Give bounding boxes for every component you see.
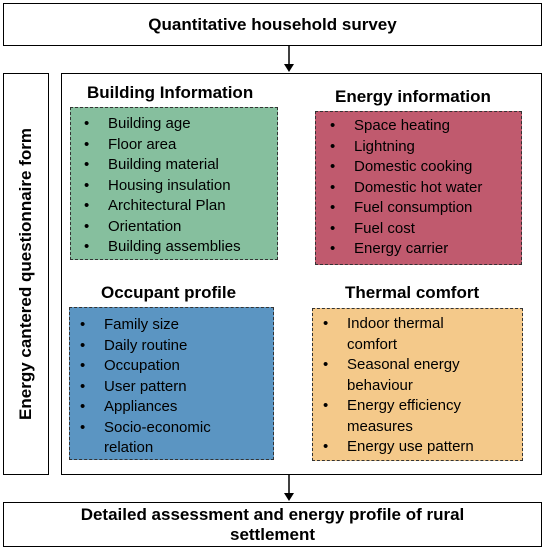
list-item: • Orientation [84, 217, 182, 235]
thermal-list: • Indoor thermal comfort • Seasonal energy… [323, 314, 474, 458]
list-item: • Appliances [80, 398, 178, 415]
list-item: • Daily routine [80, 336, 188, 354]
list-item: • Fuel cost [330, 219, 415, 237]
list-item: • Lightning [330, 137, 415, 155]
list-item: • Energy carrier [330, 240, 449, 257]
list-item-continued: comfort [347, 335, 398, 353]
building-panel: • Building age • Floor area • Building mate… [70, 107, 278, 260]
list-item: • Occupation [80, 357, 180, 374]
list-item: • Seasonal energy [323, 356, 460, 373]
list-item: • Building age [84, 115, 191, 132]
list-item: • Floor area [84, 135, 177, 153]
arrow-top-icon [284, 46, 294, 72]
top-title: Quantitative household survey [148, 14, 397, 34]
list-item: • Space heating [330, 117, 450, 134]
side-box: Energy cantered questionnaire form [3, 73, 49, 475]
list-item: • Fuel consumption [330, 199, 473, 216]
list-item: • Housing insulation [84, 176, 231, 194]
energy-panel: • Space heating • Lightning • Domestic cook… [315, 111, 522, 265]
bottom-box: Detailed assessment and energy profile o… [3, 502, 542, 547]
list-item: • Energy use pattern [323, 438, 474, 455]
occupant-list: • Family size • Daily routine • Occupation … [80, 315, 211, 459]
list-item: • Building material [84, 156, 219, 173]
list-item-continued: relation [104, 439, 154, 456]
bottom-title-line2: settlement [229, 524, 316, 544]
list-item: • Architectural Plan [84, 197, 226, 214]
list-item: • Domestic cooking [330, 158, 473, 175]
occupant-panel: • Family size • Daily routine • Occupation … [69, 307, 274, 460]
list-item: • User pattern [80, 377, 187, 395]
list-item: • Socio-economic [80, 418, 211, 436]
thermal-title: Thermal comfort [345, 283, 480, 302]
energy-title: Energy information [335, 87, 491, 106]
list-item-continued: measures [347, 417, 413, 435]
top-box: Quantitative household survey [3, 3, 542, 46]
list-item: • Energy efficiency [323, 397, 461, 414]
thermal-panel: • Indoor thermal comfort • Seasonal energy… [312, 308, 523, 461]
list-item: • Domestic hot water [330, 178, 483, 196]
building-title: Building Information [87, 83, 254, 102]
list-item-continued: behaviour [347, 376, 413, 394]
side-label: Energy cantered questionnaire form [16, 128, 35, 420]
occupant-title: Occupant profile [101, 283, 237, 302]
bottom-title-line1: Detailed assessment and energy profile o… [80, 504, 465, 524]
arrow-bottom-icon [284, 475, 294, 501]
list-item: • Indoor thermal [323, 315, 444, 332]
energy-list: • Space heating • Lightning • Domestic cook… [330, 116, 483, 260]
building-list: • Building age • Floor area • Building mate… [84, 114, 241, 258]
list-item: • Building assemblies [84, 238, 241, 255]
list-item: • Family size [80, 316, 180, 333]
